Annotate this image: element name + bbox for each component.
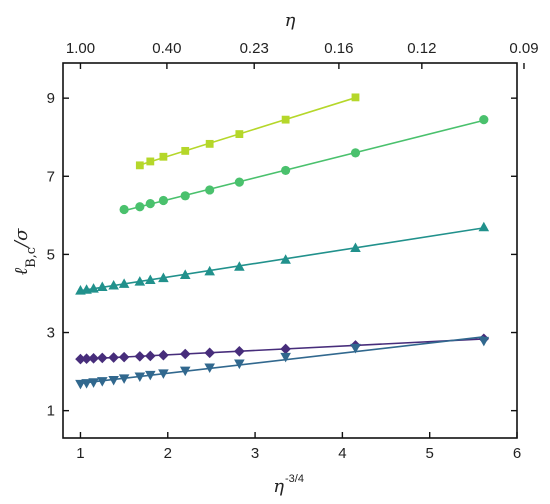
triangle-down-point [350, 343, 361, 354]
triangle-up-point [96, 281, 108, 292]
circle-point [135, 202, 145, 212]
triangle-down-point [145, 370, 156, 381]
diamond-point [75, 353, 86, 365]
x-axis-title: η -3/4 [273, 473, 304, 497]
top-tick-label: 0.12 [407, 40, 436, 57]
top-axis-title: η [285, 10, 296, 31]
ticks-layer: 1 2 3 4 5 6 1.00 0.40 0.23 0.16 0.12 0.09 1 3 5 7 9 [47, 40, 539, 462]
fit-line [123, 119, 485, 212]
y-tick-label: 5 [47, 246, 55, 263]
square-point [159, 152, 168, 161]
circle-point [205, 185, 215, 195]
circle-point [479, 115, 489, 125]
y-tick-label: 7 [47, 168, 55, 185]
triangle-up-point [179, 269, 191, 279]
series-triangle-down [75, 336, 490, 390]
triangle-up-point [108, 279, 119, 290]
diamond-point [158, 349, 169, 361]
circle-point [180, 191, 190, 201]
square-point [281, 115, 290, 124]
series-square [135, 93, 360, 170]
circle-point [145, 199, 155, 209]
circle-point [234, 177, 244, 187]
diamond-point [81, 353, 92, 364]
diamond-point [108, 352, 119, 363]
series-layer [75, 93, 490, 390]
series-circle [119, 115, 489, 215]
triangle-down-point [158, 369, 169, 379]
diamond-point [96, 352, 108, 364]
square-point [146, 157, 155, 166]
square-point [135, 161, 144, 170]
x-tick-label: 6 [513, 445, 521, 462]
x-tick-label: 1 [76, 445, 84, 462]
square-point [235, 130, 244, 139]
triangle-up-point [145, 274, 156, 285]
triangle-up-point [478, 221, 490, 232]
x-axis-title-main: η [273, 476, 284, 497]
triangle-up-point [134, 276, 146, 286]
y-tick-label: 9 [47, 90, 55, 107]
series-diamond [75, 333, 490, 365]
y-axis-title: ℓB,c/σ [11, 228, 39, 276]
top-tick-label: 1.00 [66, 40, 95, 57]
diamond-point [234, 345, 245, 357]
diamond-point [88, 353, 99, 364]
x-tick-label: 3 [251, 445, 259, 462]
square-point [351, 93, 360, 102]
square-point [205, 139, 214, 148]
circle-point [119, 204, 129, 215]
triangle-up-point [118, 278, 130, 288]
triangle-down-point [88, 378, 99, 388]
diamond-point [134, 351, 146, 362]
x-tick-label: 4 [338, 445, 346, 462]
triangle-up-point [204, 265, 215, 276]
triangle-down-point [108, 375, 119, 386]
x-tick-label: 5 [426, 445, 434, 462]
triangle-down-point [204, 363, 215, 373]
y-tick-label: 1 [47, 403, 55, 420]
triangle-down-point [234, 359, 245, 370]
triangle-down-point [280, 352, 291, 363]
circle-point [158, 195, 169, 206]
circle-point [350, 148, 361, 158]
triangle-down-point [81, 379, 92, 389]
triangle-down-point [118, 374, 130, 384]
top-tick-label: 0.16 [324, 40, 353, 57]
diamond-point [118, 351, 130, 363]
diamond-point [179, 348, 191, 360]
fit-line [139, 96, 356, 166]
series-triangle-up [75, 221, 490, 295]
x-axis-title-sup: -3/4 [285, 473, 304, 485]
diamond-point [204, 347, 215, 359]
triangle-up-point [280, 254, 291, 264]
y-tick-label: 3 [47, 325, 55, 342]
diamond-point [145, 350, 156, 362]
triangle-up-point [88, 283, 99, 293]
top-tick-label: 0.09 [509, 40, 538, 57]
triangle-down-point [134, 372, 146, 382]
triangle-up-point [350, 242, 361, 252]
top-tick-label: 0.40 [152, 40, 181, 57]
triangle-down-point [96, 377, 108, 387]
triangle-up-point [234, 261, 245, 271]
plot-frame [62, 62, 518, 439]
x-tick-label: 2 [164, 445, 172, 462]
diamond-point [280, 343, 291, 355]
circle-point [281, 165, 291, 176]
triangle-down-point [478, 336, 490, 347]
triangle-up-point [158, 272, 169, 283]
square-point [181, 146, 190, 155]
triangle-down-point [179, 366, 191, 377]
top-tick-label: 0.23 [240, 40, 269, 57]
